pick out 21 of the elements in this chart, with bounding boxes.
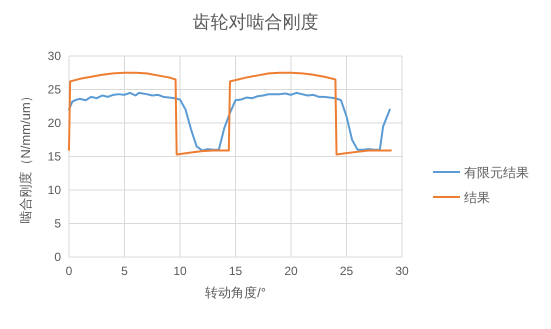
y-tick-label: 25 <box>48 82 62 96</box>
x-tick-label: 10 <box>173 264 187 278</box>
y-tick-label: 15 <box>48 150 62 164</box>
y-tick-label: 5 <box>54 216 62 230</box>
legend-label: 有限元结果 <box>464 165 529 180</box>
y-tick-label: 10 <box>48 183 62 197</box>
x-axis-title: 转动角度/° <box>205 285 266 300</box>
y-tick-label: 0 <box>54 250 62 264</box>
x-tick-label: 25 <box>340 264 354 278</box>
y-tick-label: 30 <box>48 49 62 63</box>
x-tick-label: 5 <box>121 264 128 278</box>
x-tick-label: 30 <box>395 264 409 278</box>
chart-title: 齿轮对啮合刚度 <box>192 12 318 32</box>
x-tick-label: 15 <box>228 264 242 278</box>
y-tick-label: 20 <box>48 116 62 130</box>
line-series <box>68 92 391 152</box>
y-axis-title: 啮合刚度（N/mm/um） <box>18 89 33 224</box>
line-series <box>68 72 392 156</box>
x-tick-label: 20 <box>284 264 298 278</box>
legend-label: 结果 <box>464 190 490 205</box>
x-tick-label: 0 <box>66 264 73 278</box>
